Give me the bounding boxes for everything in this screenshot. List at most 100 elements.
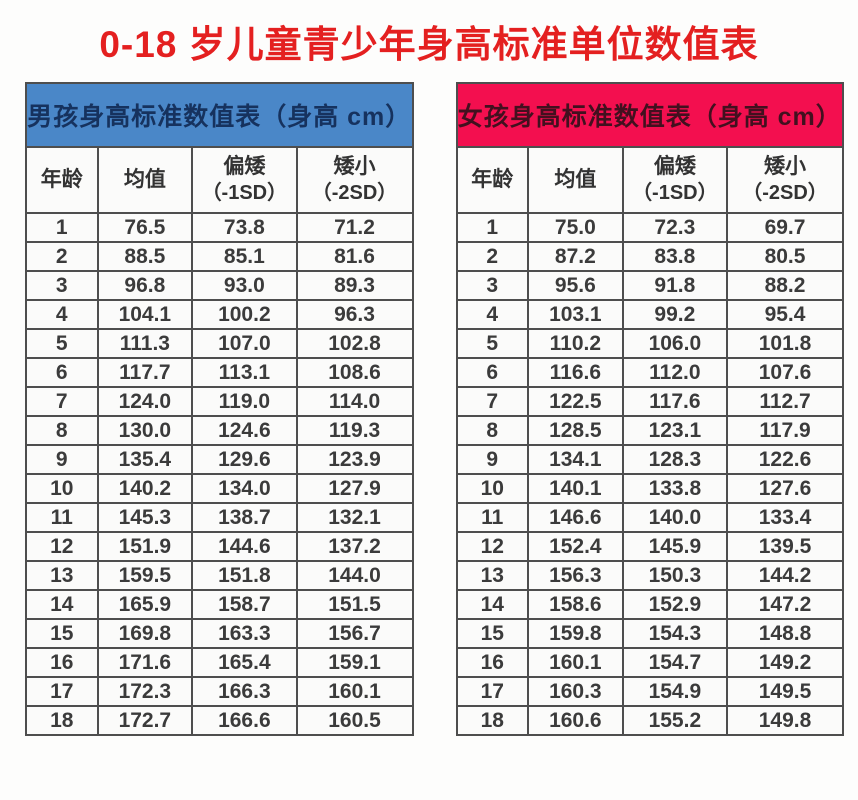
minus-1sd-cell: 151.8 <box>191 560 298 591</box>
mean-cell: 158.6 <box>527 589 624 620</box>
table-row: 16 171.6 165.4 159.1 <box>25 647 414 678</box>
age-cell: 1 <box>455 212 529 243</box>
table-row: 18 172.7 166.6 160.5 <box>25 705 414 736</box>
age-cell: 13 <box>455 560 529 591</box>
age-cell: 9 <box>455 444 529 475</box>
age-cell: 8 <box>25 415 99 446</box>
minus-1sd-cell: 91.8 <box>621 270 729 301</box>
minus-2sd-cell: 117.9 <box>726 415 844 446</box>
minus-1sd-cell: 73.8 <box>191 212 298 243</box>
age-cell: 1 <box>25 212 99 243</box>
minus-1sd-cell: 152.9 <box>621 589 729 620</box>
age-cell: 3 <box>25 270 99 301</box>
minus-2sd-cell: 69.7 <box>726 212 844 243</box>
table-row: 4 104.1 100.2 96.3 <box>25 299 414 330</box>
mean-cell: 122.5 <box>527 386 624 417</box>
minus-1sd-cell: 128.3 <box>621 444 729 475</box>
minus-1sd-cell: 72.3 <box>621 212 729 243</box>
mean-cell: 111.3 <box>96 328 194 359</box>
mean-cell: 172.7 <box>96 705 194 736</box>
minus-1sd-cell: 134.0 <box>191 473 298 504</box>
age-cell: 18 <box>25 705 99 736</box>
age-cell: 5 <box>455 328 529 359</box>
column-header-age-label: 年龄 <box>40 167 83 191</box>
minus-1sd-cell: 93.0 <box>191 270 298 301</box>
table-row: 14 158.6 152.9 147.2 <box>455 589 844 620</box>
table-row: 6 117.7 113.1 108.6 <box>25 357 414 388</box>
boys-height-table: 男孩身高标准数值表（身高 cm） 年龄 均值 偏矮 （-1SD） 矮小 （-2SD）… <box>25 82 414 736</box>
minus-2sd-cell: 114.0 <box>295 386 414 417</box>
table-row: 11 145.3 138.7 132.1 <box>25 502 414 533</box>
table-row: 12 152.4 145.9 139.5 <box>455 531 844 562</box>
minus-2sd-cell: 137.2 <box>295 531 414 562</box>
mean-cell: 87.2 <box>527 241 624 272</box>
minus-1sd-cell: 166.3 <box>191 676 298 707</box>
minus-2sd-cell: 101.8 <box>726 328 844 359</box>
column-header-minus-1sd-label: 偏矮 <box>653 155 696 179</box>
minus-2sd-cell: 71.2 <box>295 212 414 243</box>
age-cell: 7 <box>455 386 529 417</box>
minus-1sd-cell: 145.9 <box>621 531 729 562</box>
minus-1sd-cell: 117.6 <box>621 386 729 417</box>
table-row: 6 116.6 112.0 107.6 <box>455 357 844 388</box>
minus-1sd-cell: 123.1 <box>621 415 729 446</box>
girls-table-card: 女孩身高标准数值表（身高 cm） 年龄 均值 偏矮 （-1SD） 矮小 （-2SD）… <box>455 82 844 736</box>
age-cell: 16 <box>455 647 529 678</box>
minus-2sd-cell: 96.3 <box>295 299 414 330</box>
minus-2sd-cell: 147.2 <box>726 589 844 620</box>
minus-2sd-cell: 149.2 <box>726 647 844 678</box>
column-header-mean: 均值 <box>527 146 624 214</box>
table-row: 5 111.3 107.0 102.8 <box>25 328 414 359</box>
mean-cell: 171.6 <box>96 647 194 678</box>
table-row: 2 88.5 85.1 81.6 <box>25 241 414 272</box>
girls-height-table: 女孩身高标准数值表（身高 cm） 年龄 均值 偏矮 （-1SD） 矮小 （-2SD）… <box>455 82 844 736</box>
table-row: 13 156.3 150.3 144.2 <box>455 560 844 591</box>
minus-1sd-cell: 113.1 <box>191 357 298 388</box>
age-cell: 18 <box>455 705 529 736</box>
minus-1sd-cell: 144.6 <box>191 531 298 562</box>
minus-1sd-cell: 107.0 <box>191 328 298 359</box>
minus-1sd-cell: 154.3 <box>621 618 729 649</box>
boys-table-card: 男孩身高标准数值表（身高 cm） 年龄 均值 偏矮 （-1SD） 矮小 （-2SD）… <box>25 82 414 736</box>
table-row: 11 146.6 140.0 133.4 <box>455 502 844 533</box>
column-header-minus-1sd: 偏矮 （-1SD） <box>621 146 729 214</box>
minus-2sd-cell: 151.5 <box>295 589 414 620</box>
mean-cell: 96.8 <box>96 270 194 301</box>
minus-1sd-cell: 155.2 <box>621 705 729 736</box>
mean-cell: 88.5 <box>96 241 194 272</box>
minus-1sd-cell: 129.6 <box>191 444 298 475</box>
column-header-minus-2sd-label: 矮小 <box>764 155 807 179</box>
table-row: 15 159.8 154.3 148.8 <box>455 618 844 649</box>
mean-cell: 75.0 <box>527 212 624 243</box>
table-row: 10 140.2 134.0 127.9 <box>25 473 414 504</box>
minus-1sd-cell: 83.8 <box>621 241 729 272</box>
age-cell: 2 <box>455 241 529 272</box>
age-cell: 15 <box>455 618 529 649</box>
minus-2sd-cell: 139.5 <box>726 531 844 562</box>
mean-cell: 140.1 <box>527 473 624 504</box>
column-header-minus-2sd-sub: （-2SD） <box>311 181 398 204</box>
mean-cell: 103.1 <box>527 299 624 330</box>
table-row: 15 169.8 163.3 156.7 <box>25 618 414 649</box>
column-header-age-label: 年龄 <box>471 167 514 191</box>
age-cell: 6 <box>25 357 99 388</box>
table-row: 4 103.1 99.2 95.4 <box>455 299 844 330</box>
column-header-minus-1sd: 偏矮 （-1SD） <box>191 146 298 214</box>
mean-cell: 95.6 <box>527 270 624 301</box>
minus-2sd-cell: 122.6 <box>726 444 844 475</box>
age-cell: 2 <box>25 241 99 272</box>
table-row: 8 128.5 123.1 117.9 <box>455 415 844 446</box>
boys-table-body: 1 76.5 73.8 71.2 2 88.5 85.1 81.6 3 96.8 93.0 89.3 4… <box>25 212 414 736</box>
table-row: 9 134.1 128.3 122.6 <box>455 444 844 475</box>
column-header-minus-2sd: 矮小 （-2SD） <box>295 146 414 214</box>
mean-cell: 172.3 <box>96 676 194 707</box>
age-cell: 10 <box>25 473 99 504</box>
column-header-mean-label: 均值 <box>123 167 166 191</box>
minus-1sd-cell: 154.9 <box>621 676 729 707</box>
minus-2sd-cell: 149.5 <box>726 676 844 707</box>
age-cell: 14 <box>25 589 99 620</box>
minus-2sd-cell: 127.9 <box>295 473 414 504</box>
mean-cell: 128.5 <box>527 415 624 446</box>
mean-cell: 160.1 <box>527 647 624 678</box>
table-row: 9 135.4 129.6 123.9 <box>25 444 414 475</box>
